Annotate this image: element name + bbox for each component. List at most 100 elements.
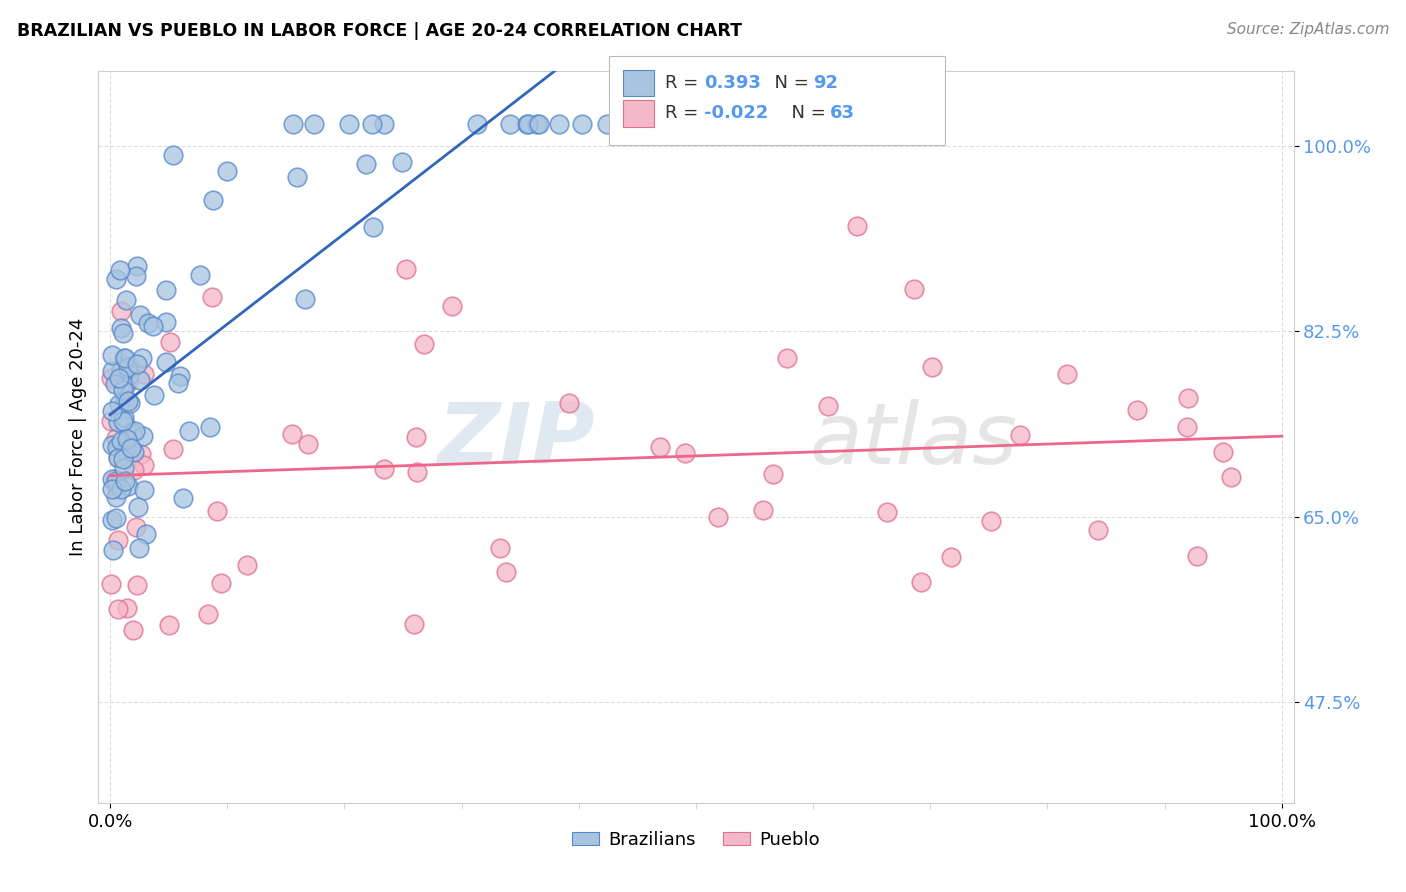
Point	[817, 399, 839, 413]
Point	[125, 259, 148, 273]
Point	[131, 351, 153, 365]
Point	[129, 446, 152, 460]
Point	[100, 414, 122, 428]
Point	[134, 458, 156, 473]
Point	[135, 527, 157, 541]
Point	[115, 442, 138, 457]
Point	[467, 117, 489, 131]
Point	[108, 397, 131, 411]
Point	[101, 364, 124, 378]
Point	[517, 117, 540, 131]
Point	[404, 616, 426, 631]
Point	[114, 475, 136, 489]
Point	[143, 388, 166, 402]
Point	[339, 117, 361, 131]
Point	[101, 404, 124, 418]
Point	[118, 368, 141, 382]
Point	[117, 393, 139, 408]
Point	[236, 558, 259, 572]
Point	[188, 268, 211, 282]
Point	[125, 357, 148, 371]
Point	[845, 219, 868, 233]
Point	[1177, 419, 1199, 434]
Point	[128, 541, 150, 555]
Point	[112, 410, 135, 425]
Point	[117, 375, 139, 389]
Point	[762, 467, 785, 481]
Point	[201, 193, 224, 207]
Point	[304, 117, 326, 131]
Point	[105, 511, 128, 525]
Point	[105, 431, 128, 445]
Point	[105, 490, 128, 504]
Point	[903, 283, 925, 297]
Point	[107, 415, 129, 429]
Point	[752, 503, 775, 517]
Point	[134, 483, 156, 497]
Point	[1087, 523, 1109, 537]
Point	[373, 117, 395, 131]
Point	[117, 478, 139, 492]
Point	[104, 272, 127, 286]
Point	[1219, 469, 1241, 483]
Text: R =: R =	[665, 74, 704, 92]
Point	[129, 308, 152, 322]
Point	[136, 316, 159, 330]
Point	[548, 117, 571, 131]
Point	[1126, 403, 1149, 417]
Legend: Brazilians, Pueblo: Brazilians, Pueblo	[565, 823, 827, 856]
Point	[132, 367, 155, 381]
Point	[155, 355, 177, 369]
Point	[121, 623, 143, 637]
Point	[125, 577, 148, 591]
Point	[110, 434, 132, 449]
Point	[673, 446, 696, 460]
Text: atlas: atlas	[810, 400, 1018, 483]
Point	[1056, 367, 1078, 381]
Point	[489, 541, 512, 556]
Point	[124, 424, 146, 438]
Point	[499, 117, 522, 131]
Point	[159, 334, 181, 349]
Point	[361, 117, 384, 131]
Point	[941, 549, 963, 564]
Point	[101, 348, 124, 362]
Point	[107, 450, 129, 464]
Point	[112, 383, 135, 397]
Point	[876, 505, 898, 519]
Point	[120, 442, 142, 456]
Point	[120, 360, 142, 375]
Point	[104, 472, 127, 486]
Point	[114, 378, 136, 392]
Point	[125, 520, 148, 534]
Point	[198, 419, 221, 434]
Point	[172, 491, 194, 506]
Point	[101, 472, 124, 486]
Point	[129, 373, 152, 387]
Y-axis label: In Labor Force | Age 20-24: In Labor Force | Age 20-24	[69, 318, 87, 557]
Point	[413, 336, 436, 351]
Point	[373, 462, 395, 476]
Point	[101, 513, 124, 527]
Point	[776, 351, 799, 366]
Point	[910, 574, 932, 589]
Point	[980, 514, 1002, 528]
Point	[1177, 391, 1199, 405]
Point	[104, 477, 127, 491]
Point	[120, 396, 142, 410]
Point	[177, 424, 200, 438]
Point	[516, 117, 538, 131]
Point	[294, 293, 316, 307]
Point	[111, 451, 134, 466]
Point	[155, 315, 177, 329]
Text: N =: N =	[780, 104, 832, 122]
Point	[125, 268, 148, 283]
Text: -0.022: -0.022	[704, 104, 769, 122]
Text: BRAZILIAN VS PUEBLO IN LABOR FORCE | AGE 20-24 CORRELATION CHART: BRAZILIAN VS PUEBLO IN LABOR FORCE | AGE…	[17, 22, 742, 40]
Point	[122, 463, 145, 477]
Point	[155, 283, 177, 297]
Point	[205, 504, 228, 518]
Point	[122, 445, 145, 459]
Point	[107, 440, 129, 454]
Point	[169, 369, 191, 384]
